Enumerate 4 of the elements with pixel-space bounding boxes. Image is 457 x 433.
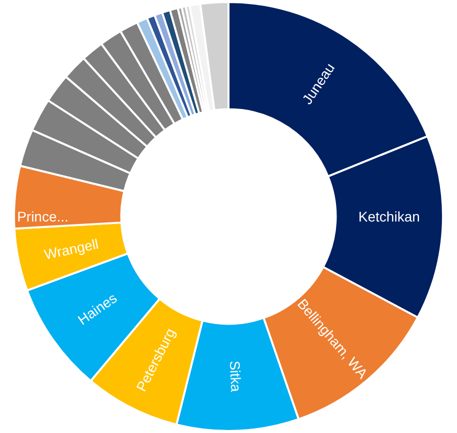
slice-label: Ketchikan <box>358 208 420 224</box>
slice-label: Prince... <box>17 208 68 224</box>
slice-label: Wrangell <box>42 236 100 262</box>
slice-label: Sitka <box>226 360 244 392</box>
